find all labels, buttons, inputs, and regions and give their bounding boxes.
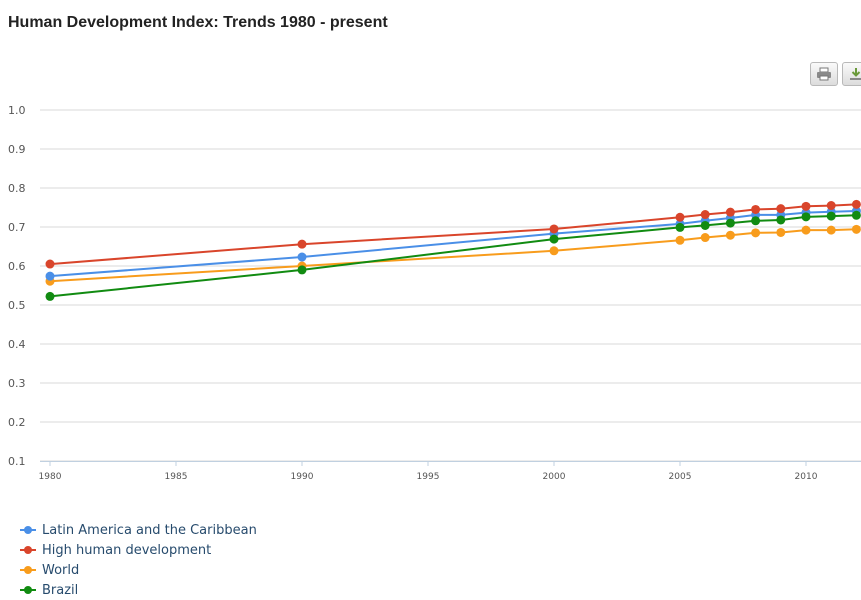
y-tick-label: 0.9 (8, 143, 26, 156)
data-point (700, 210, 710, 220)
data-point (297, 252, 307, 262)
y-tick-label: 0.8 (8, 182, 26, 195)
data-point (801, 225, 811, 235)
data-point (776, 227, 786, 237)
data-point (801, 201, 811, 211)
printer-icon (817, 67, 831, 81)
chart-toolbar (810, 62, 861, 86)
y-tick-label: 0.4 (8, 338, 26, 351)
data-point (776, 204, 786, 214)
print-button[interactable] (810, 62, 838, 86)
legend-label: Latin America and the Caribbean (42, 522, 257, 538)
data-point (851, 210, 861, 220)
data-point (549, 234, 559, 244)
data-point (700, 220, 710, 230)
legend-swatch (20, 585, 36, 595)
data-point (549, 224, 559, 234)
legend-item[interactable]: Latin America and the Caribbean (20, 520, 257, 540)
y-tick-label: 0.2 (8, 416, 26, 429)
legend-label: World (42, 562, 80, 578)
data-point (725, 207, 735, 217)
data-point (549, 246, 559, 256)
x-tick-label: 1985 (165, 472, 188, 482)
data-point (675, 212, 685, 222)
legend-swatch (20, 545, 36, 555)
legend-label: High human development (42, 542, 212, 558)
legend-swatch (20, 565, 36, 575)
data-point (700, 233, 710, 243)
data-point (826, 201, 836, 211)
download-icon (850, 68, 861, 80)
data-point (851, 199, 861, 209)
data-point (751, 228, 761, 238)
data-point (675, 235, 685, 245)
data-point (45, 271, 55, 281)
legend-item[interactable]: World (20, 560, 257, 580)
y-tick-label: 0.7 (8, 221, 26, 234)
y-tick-label: 0.5 (8, 299, 26, 312)
legend-item[interactable]: High human development (20, 540, 257, 560)
data-point (826, 211, 836, 221)
x-tick-label: 1995 (417, 472, 440, 482)
x-tick-label: 1990 (291, 472, 314, 482)
chart-legend: Latin America and the Caribbean High huma… (20, 520, 257, 600)
data-point (725, 230, 735, 240)
chart-title: Human Development Index: Trends 1980 - p… (8, 14, 388, 31)
x-tick-label: 1980 (39, 472, 62, 482)
legend-swatch (20, 525, 36, 535)
data-point (751, 216, 761, 226)
data-point (675, 222, 685, 232)
legend-item[interactable]: Brazil (20, 580, 257, 600)
data-point (45, 259, 55, 269)
data-point (297, 265, 307, 275)
data-point (826, 225, 836, 235)
y-tick-label: 0.1 (8, 455, 26, 468)
data-point (45, 291, 55, 301)
legend-label: Brazil (42, 582, 79, 598)
y-tick-label: 0.6 (8, 260, 26, 273)
y-tick-label: 0.3 (8, 377, 26, 390)
x-tick-label: 2010 (795, 472, 818, 482)
data-point (297, 239, 307, 249)
x-tick-label: 2005 (669, 472, 692, 482)
line-chart: 0.1 0.2 0.3 0.4 0.5 0.6 0.7 0.8 0.9 1.0 1980 1985 19… (8, 104, 861, 482)
y-tick-label: 1.0 (8, 104, 26, 117)
data-point (776, 215, 786, 225)
download-button[interactable] (842, 62, 861, 86)
x-tick-label: 2000 (543, 472, 566, 482)
data-point (725, 218, 735, 228)
data-point (851, 224, 861, 234)
data-point (751, 204, 761, 214)
data-point (801, 212, 811, 222)
